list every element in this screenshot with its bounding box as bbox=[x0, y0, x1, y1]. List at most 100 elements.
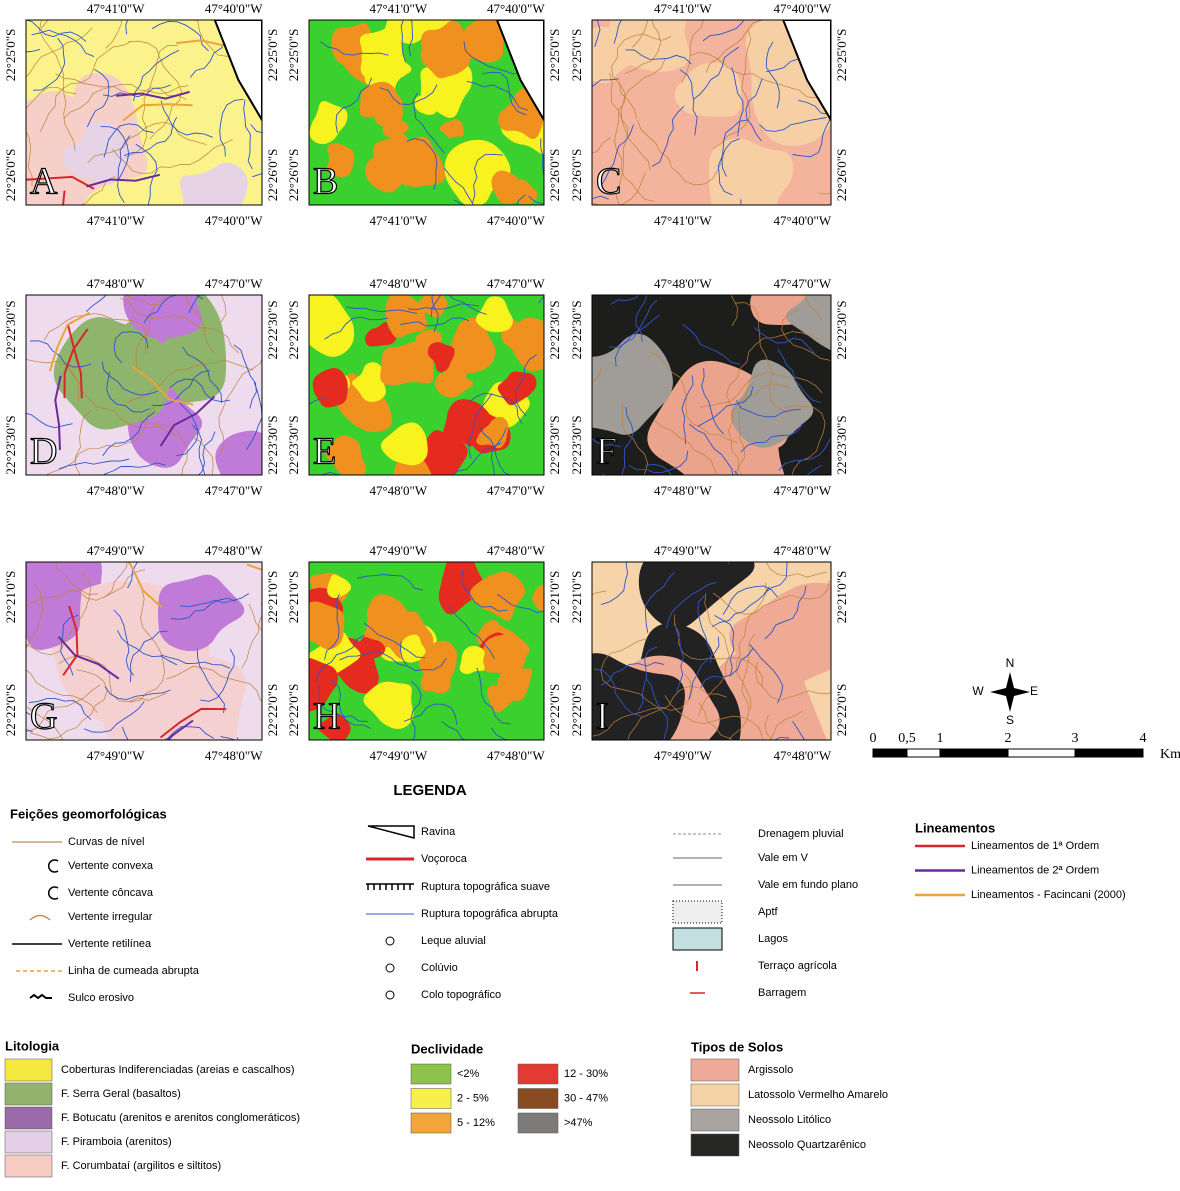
drainage bbox=[191, 424, 206, 475]
drainage bbox=[601, 662, 665, 686]
longitude-label: 47°47'0"W bbox=[774, 483, 832, 498]
panel-letter: G bbox=[30, 696, 57, 738]
legend-label: 5 - 12% bbox=[457, 1117, 495, 1129]
latitude-label: 22°22'30"S bbox=[834, 300, 849, 359]
legend-heading: Tipos de Solos bbox=[691, 1039, 783, 1054]
drainage bbox=[599, 124, 635, 188]
panel-letter: I bbox=[596, 696, 609, 738]
legend-swatch bbox=[690, 1133, 740, 1157]
longitude-label: 47°48'0"W bbox=[774, 748, 832, 763]
drainage bbox=[447, 605, 495, 660]
drainage bbox=[679, 69, 698, 136]
longitude-label: 47°49'0"W bbox=[654, 543, 712, 558]
drainage bbox=[163, 726, 215, 740]
legend-swatch bbox=[517, 1112, 559, 1134]
latitude-label: 22°23'30"S bbox=[569, 415, 584, 474]
scale-segment bbox=[1074, 748, 1144, 758]
legend-symbol bbox=[672, 900, 723, 924]
latitude-label: 22°21'0"S bbox=[265, 571, 280, 624]
contour-line bbox=[27, 706, 64, 740]
compass-n: N bbox=[1006, 656, 1015, 670]
drainage bbox=[688, 636, 720, 700]
compass-s: S bbox=[1006, 713, 1014, 727]
drainage bbox=[324, 593, 340, 660]
contour-line bbox=[600, 638, 664, 713]
drainage bbox=[731, 67, 744, 137]
legend-symbol bbox=[29, 914, 51, 921]
drainage bbox=[399, 640, 447, 672]
scale-segment bbox=[872, 748, 908, 758]
map-region bbox=[638, 562, 755, 629]
contour-line bbox=[712, 29, 752, 149]
map-region bbox=[491, 170, 521, 204]
longitude-label: 47°41'0"W bbox=[369, 1, 427, 16]
legend-label: Ruptura topográfica abrupta bbox=[421, 908, 559, 920]
contour-line bbox=[730, 295, 738, 327]
legend-heading: Declividade bbox=[411, 1041, 483, 1056]
map-region bbox=[327, 574, 352, 599]
contour-line bbox=[664, 695, 764, 740]
drainage bbox=[745, 78, 763, 142]
drainage bbox=[497, 593, 544, 614]
map-region bbox=[317, 713, 351, 740]
contour-line bbox=[698, 702, 803, 740]
map-frame bbox=[25, 19, 263, 206]
drainage bbox=[765, 41, 780, 109]
contour-line bbox=[728, 383, 792, 475]
drainage bbox=[117, 630, 178, 666]
contour-line bbox=[128, 40, 182, 140]
scale-label: 3 bbox=[1072, 731, 1079, 746]
map-region bbox=[31, 91, 85, 148]
longitude-label: 47°47'0"W bbox=[205, 276, 263, 291]
lineament bbox=[62, 190, 66, 205]
lineament bbox=[159, 395, 216, 447]
drainage bbox=[113, 331, 149, 364]
drainage bbox=[778, 437, 831, 471]
panel-letter: E bbox=[313, 431, 336, 473]
contour-line bbox=[103, 562, 128, 598]
legend-swatch bbox=[4, 1106, 53, 1130]
legend-label: Vale em V bbox=[758, 852, 809, 864]
latitude-label: 22°21'0"S bbox=[547, 571, 562, 624]
longitude-label: 47°48'0"W bbox=[87, 276, 145, 291]
map-region bbox=[420, 659, 455, 694]
drainage bbox=[151, 20, 209, 52]
map-region bbox=[497, 371, 537, 406]
map-frame bbox=[308, 561, 545, 741]
drainage bbox=[792, 116, 831, 158]
drainage bbox=[58, 458, 130, 470]
longitude-label: 47°40'0"W bbox=[205, 1, 263, 16]
legend-label: F. Corumbataí (argilitos e siltitos) bbox=[61, 1160, 221, 1172]
drainage bbox=[60, 614, 79, 676]
drainage bbox=[408, 20, 413, 57]
longitude-label: 47°47'0"W bbox=[487, 483, 545, 498]
contour-line bbox=[135, 295, 176, 377]
longitude-label: 47°48'0"W bbox=[87, 483, 145, 498]
map-region bbox=[457, 20, 504, 63]
latitude-label: 22°22'30"S bbox=[3, 300, 18, 359]
lineament bbox=[57, 635, 120, 680]
drainage bbox=[702, 20, 744, 42]
drainage bbox=[318, 685, 368, 723]
drainage bbox=[220, 736, 237, 740]
legend-label: Leque aluvial bbox=[421, 935, 486, 947]
longitude-label: 47°48'0"W bbox=[774, 543, 832, 558]
drainage bbox=[469, 392, 523, 425]
drainage bbox=[610, 295, 640, 305]
drainage bbox=[637, 646, 658, 711]
longitude-label: 47°40'0"W bbox=[205, 213, 263, 228]
contour-line bbox=[139, 420, 188, 475]
lineament bbox=[54, 375, 62, 450]
map-region bbox=[215, 430, 262, 475]
map-region bbox=[438, 562, 484, 615]
contour-line bbox=[781, 308, 831, 362]
longitude-label: 47°48'0"W bbox=[369, 483, 427, 498]
legend-swatch bbox=[4, 1154, 53, 1178]
drainage bbox=[335, 77, 373, 134]
map-outside bbox=[782, 20, 831, 122]
contour-line bbox=[654, 420, 719, 475]
legend-label: Barragem bbox=[758, 987, 806, 999]
drainage bbox=[33, 37, 66, 91]
drainage bbox=[594, 20, 601, 47]
drainage bbox=[26, 412, 73, 429]
